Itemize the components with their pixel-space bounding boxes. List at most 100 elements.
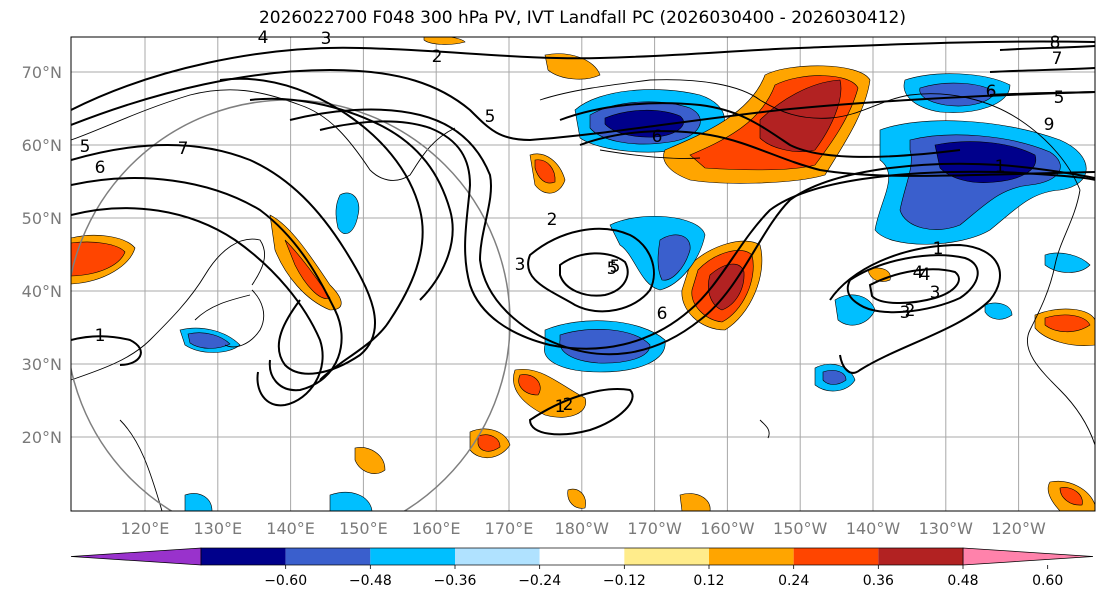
lat-tick-label: 60°N bbox=[22, 136, 62, 155]
colorbar-segment bbox=[539, 548, 625, 565]
lon-tick-label: 120°E bbox=[121, 519, 170, 538]
lon-tick-label: 140°E bbox=[266, 519, 315, 538]
colorbar-segment bbox=[709, 548, 794, 565]
negative-anomaly-region bbox=[559, 329, 651, 364]
negative-anomaly-region bbox=[335, 192, 360, 234]
contour-label: 7 bbox=[178, 139, 189, 159]
colorbar-tick-label: −0.24 bbox=[518, 573, 561, 589]
contour-label: 6 bbox=[986, 82, 997, 102]
lat-tick-label: 30°N bbox=[22, 355, 62, 374]
colorbar-tick-label: −0.48 bbox=[349, 573, 392, 589]
lon-tick-label: 170°E bbox=[485, 519, 534, 538]
contour-label: 5 bbox=[1054, 88, 1065, 108]
lon-tick-label: 150°W bbox=[773, 519, 828, 538]
contour-label: 6 bbox=[657, 304, 668, 324]
contour-label: 3 bbox=[930, 283, 941, 303]
colorbar-tick-label: 0.24 bbox=[778, 573, 809, 589]
contour-label: 1 bbox=[933, 239, 944, 259]
lon-tick-label: 150°E bbox=[339, 519, 388, 538]
contour-label: 3 bbox=[515, 255, 526, 275]
colorbar-segment bbox=[455, 548, 540, 565]
colorbar-tick-label: −0.12 bbox=[603, 573, 646, 589]
contour-label: 2 bbox=[547, 210, 558, 230]
lon-tick-label: 120°W bbox=[991, 519, 1046, 538]
lon-tick-label: 160°E bbox=[412, 519, 461, 538]
colorbar-tick-label: 0.60 bbox=[1032, 573, 1063, 589]
colorbar-tick-label: −0.36 bbox=[434, 573, 477, 589]
lon-tick-label: 130°W bbox=[919, 519, 974, 538]
positive-anomaly-region bbox=[534, 159, 556, 184]
contour-label: 1 bbox=[555, 397, 566, 417]
positive-anomaly-region bbox=[567, 488, 586, 509]
negative-anomaly-region bbox=[657, 234, 691, 281]
contour-label: 6 bbox=[652, 127, 663, 147]
colorbar-outline bbox=[200, 547, 964, 566]
lon-tick-label: 140°W bbox=[846, 519, 901, 538]
positive-anomaly-region bbox=[354, 447, 386, 474]
contour-label: 6 bbox=[95, 158, 106, 178]
positive-anomaly-region bbox=[1044, 314, 1091, 333]
lat-tick-label: 40°N bbox=[22, 282, 62, 301]
lat-tick-label: 20°N bbox=[22, 428, 62, 447]
negative-anomaly-region bbox=[984, 302, 1013, 320]
contour-label: 1 bbox=[95, 326, 106, 346]
positive-anomaly-region bbox=[477, 434, 501, 452]
positive-anomaly-region bbox=[1059, 487, 1083, 506]
negative-anomaly-region bbox=[184, 493, 213, 511]
contour-label: 5 bbox=[80, 137, 91, 157]
contour-label: 5 bbox=[607, 259, 618, 279]
latitude-axis: 70°N 60°N 50°N 40°N 30°N 20°N bbox=[22, 63, 62, 447]
contour-label: 1 bbox=[995, 157, 1006, 177]
contour-label: 7 bbox=[1052, 49, 1063, 69]
lon-tick-label: 170°W bbox=[627, 519, 682, 538]
positive-anomaly-region bbox=[518, 374, 541, 396]
negative-anomaly-region bbox=[609, 216, 706, 291]
colorbar-tick-label: 0.36 bbox=[863, 573, 894, 589]
contour-label: 4 bbox=[920, 265, 931, 285]
positive-anomaly-region bbox=[708, 263, 745, 311]
plot-title: 2026022700 F048 300 hPa PV, IVT Landfall… bbox=[258, 8, 906, 28]
positive-anomaly-region bbox=[71, 241, 126, 277]
pv-contours bbox=[71, 40, 1095, 436]
positive-anomaly-region bbox=[423, 37, 466, 45]
colorbar-extension-min bbox=[70, 547, 202, 566]
colorbar-segment bbox=[370, 548, 455, 565]
lon-tick-label: 180°W bbox=[555, 519, 610, 538]
lat-tick-label: 70°N bbox=[22, 63, 62, 82]
colorbar-segment bbox=[201, 548, 286, 565]
negative-anomaly-region bbox=[329, 491, 373, 511]
contour-label: 2 bbox=[905, 301, 916, 321]
positive-anomaly-region bbox=[544, 53, 601, 80]
positive-anomaly-region bbox=[679, 493, 711, 511]
colorbar-extension-max bbox=[962, 547, 1094, 566]
contour-label: 2 bbox=[432, 47, 443, 67]
colorbar-tick-label: 0.48 bbox=[947, 573, 978, 589]
contour-label: 5 bbox=[610, 257, 621, 277]
map-frame bbox=[70, 36, 1096, 512]
colorbar-segment bbox=[285, 548, 371, 565]
map-content bbox=[71, 37, 1095, 511]
lon-tick-label: 160°W bbox=[700, 519, 755, 538]
colorbar-tick-label: −0.60 bbox=[264, 573, 307, 589]
contour-label: 8 bbox=[1050, 33, 1061, 53]
colorbar-segment bbox=[793, 548, 879, 565]
colorbar-segment bbox=[624, 548, 709, 565]
contour-label: 4 bbox=[913, 263, 924, 283]
negative-anomaly-region bbox=[187, 332, 231, 349]
coastlines bbox=[71, 79, 1095, 511]
contour-label: 5 bbox=[485, 107, 496, 127]
longitude-axis: 120°E 130°E 140°E 150°E 160°E 170°E 180°W 170°W… bbox=[121, 519, 1046, 538]
positive-anomaly-region bbox=[759, 79, 842, 152]
contour-label: 2 bbox=[563, 395, 574, 415]
colorbar: −0.60 −0.48 −0.36 −0.24 −0.12 0.12 0.24 0.36 0.4… bbox=[70, 547, 1094, 589]
colorbar-tick-label: 0.12 bbox=[693, 573, 724, 589]
lat-tick-label: 50°N bbox=[22, 209, 62, 228]
negative-anomaly-region bbox=[822, 370, 847, 385]
lon-tick-label: 130°E bbox=[193, 519, 242, 538]
contour-label: 3 bbox=[321, 29, 332, 49]
colorbar-segment bbox=[878, 548, 963, 565]
contour-label: 3 bbox=[900, 303, 911, 323]
contour-label: 9 bbox=[1044, 115, 1055, 135]
